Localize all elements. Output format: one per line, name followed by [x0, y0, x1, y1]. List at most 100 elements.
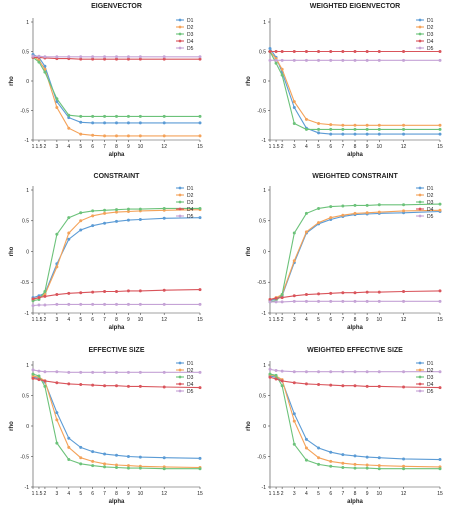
data-point-d3	[103, 208, 107, 212]
data-point-d1	[67, 116, 71, 120]
legend-label-d3: D3	[427, 200, 434, 206]
data-point-d4	[274, 377, 278, 381]
data-point-d3	[79, 211, 83, 215]
data-point-d5	[280, 369, 284, 373]
series-line-d1	[32, 217, 201, 299]
y-tick-label: 1	[26, 188, 29, 194]
data-point-d1	[138, 218, 142, 222]
data-point-d2	[138, 134, 142, 138]
x-tick-label: 7	[341, 317, 344, 323]
series-line-d3	[269, 51, 440, 130]
chart-panel-4: WEIGHTED CONSTRAINT-1-0.500.511 1.5 2 3 4 5 6 7…	[246, 173, 443, 331]
y-axis-label: rho	[246, 421, 252, 431]
y-tick-label: 1	[263, 363, 266, 369]
data-point-d1	[115, 219, 118, 223]
x-tick-label: 3	[55, 317, 58, 323]
data-point-d2	[402, 464, 406, 468]
x-tick-label: 4	[305, 144, 308, 150]
legend-label-d3: D3	[187, 32, 194, 38]
series-line-d1	[32, 54, 200, 124]
data-point-d4	[115, 57, 118, 61]
data-point-d5	[55, 302, 59, 306]
chart-title: CONSTRAINT	[94, 173, 141, 180]
x-axis-label: alpha	[109, 499, 125, 505]
data-point-d4	[353, 50, 357, 53]
data-point-d4	[292, 50, 296, 53]
series-line-d1	[32, 376, 201, 459]
data-point-d5	[43, 303, 47, 307]
data-point-d4	[341, 384, 345, 388]
x-tick-label: 7	[341, 144, 344, 150]
data-point-d1	[329, 132, 333, 136]
data-point-d3	[280, 293, 284, 297]
data-point-d2	[162, 134, 166, 138]
data-point-d2	[91, 459, 95, 463]
legend-marker-d3	[418, 375, 422, 379]
chart-panel-6: WEIGHTED EFFECTIVE SIZE-1-0.500.511 1.5 2 3…	[246, 347, 443, 505]
data-point-d5	[162, 302, 166, 306]
data-point-d5	[438, 58, 442, 62]
data-point-d3	[162, 467, 166, 471]
legend-marker-d3	[178, 375, 182, 379]
legend-label-d1: D1	[427, 186, 434, 192]
data-point-d1	[103, 452, 107, 456]
legend-marker-d5	[418, 214, 422, 218]
data-point-d2	[55, 265, 59, 269]
legend-label-d2: D2	[427, 25, 434, 31]
x-axis-label: alpha	[347, 499, 363, 505]
data-point-d4	[103, 384, 107, 388]
data-point-d2	[103, 211, 107, 215]
data-point-d2	[126, 210, 130, 214]
y-tick-label: 1	[263, 188, 266, 194]
data-point-d3	[268, 372, 272, 376]
x-tick-label: 4	[305, 491, 308, 497]
data-point-d4	[329, 50, 333, 53]
data-point-d3	[91, 209, 95, 213]
data-point-d5	[292, 370, 296, 374]
x-tick-label: 12	[161, 144, 167, 150]
data-point-d4	[304, 382, 308, 386]
data-point-d5	[31, 368, 35, 372]
data-point-d2	[353, 211, 357, 215]
data-point-d1	[353, 132, 357, 136]
data-point-d5	[280, 58, 284, 62]
data-point-d3	[292, 231, 296, 235]
y-axis-label: rho	[9, 246, 15, 256]
legend-label-d3: D3	[187, 375, 194, 381]
y-tick-label: 0	[26, 79, 29, 85]
data-point-d4	[43, 294, 47, 298]
data-point-d3	[304, 458, 308, 462]
data-point-d4	[91, 57, 95, 61]
data-point-d3	[67, 458, 71, 462]
y-axis-label: rho	[246, 246, 252, 256]
data-point-d5	[91, 302, 95, 306]
data-point-d1	[126, 455, 130, 458]
data-point-d1	[198, 456, 202, 460]
x-tick-label: 10	[377, 317, 383, 323]
legend-label-d5: D5	[187, 46, 194, 52]
data-point-d2	[280, 67, 284, 71]
data-point-d4	[103, 57, 107, 61]
data-point-d4	[304, 50, 308, 53]
legend-label-d1: D1	[187, 361, 194, 367]
x-tick-label: 8	[115, 317, 118, 323]
data-point-d3	[115, 114, 118, 118]
x-tick-label: 3	[293, 491, 296, 497]
data-point-d4	[365, 290, 369, 294]
data-point-d2	[304, 446, 308, 450]
legend-marker-d4	[418, 207, 422, 211]
data-point-d5	[31, 304, 35, 308]
data-point-d3	[55, 232, 59, 236]
y-tick-label: 0	[263, 424, 266, 430]
data-point-d4	[353, 291, 357, 295]
data-point-d5	[126, 370, 130, 374]
chart-title: WEIGHTED CONSTRAINT	[312, 173, 398, 180]
x-tick-label: 5	[79, 491, 82, 497]
data-point-d5	[31, 54, 35, 58]
y-tick-label: -0.5	[257, 280, 266, 286]
data-point-d1	[268, 47, 272, 51]
data-point-d3	[198, 114, 202, 118]
x-tick-label: 1.5	[273, 144, 280, 150]
data-point-d1	[138, 455, 142, 459]
